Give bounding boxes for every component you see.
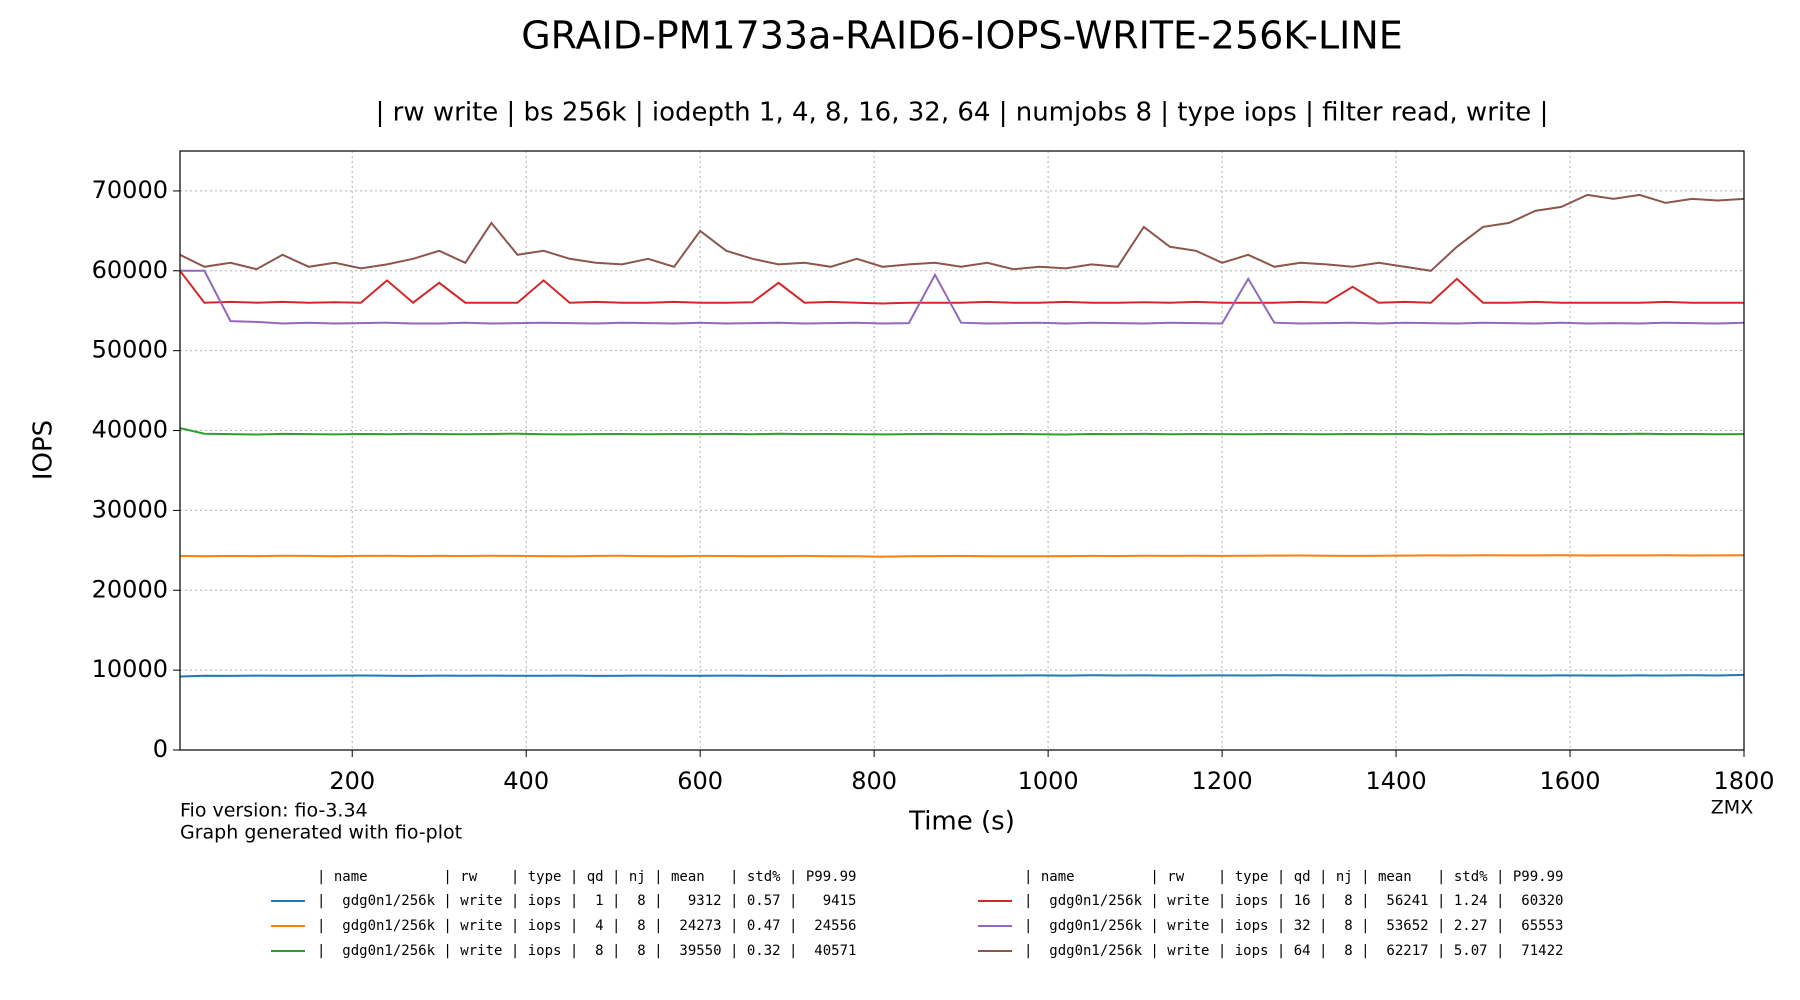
legend-label: | gdg0n1/256k | write | iops | 16 | 8 | …: [1024, 893, 1563, 909]
legend-header: | name | rw | type | qd | nj | mean | st…: [1024, 869, 1563, 885]
y-tick-label: 70000: [92, 176, 168, 204]
x-tick-label: 1800: [1713, 767, 1774, 795]
y-tick-label: 40000: [92, 416, 168, 444]
x-axis-label: Time (s): [908, 807, 1015, 837]
series-line: [179, 193, 1745, 272]
y-tick-label: 0: [153, 735, 168, 763]
legend-label: | gdg0n1/256k | write | iops | 4 | 8 | 2…: [317, 918, 856, 934]
series-line: [179, 554, 1745, 558]
series-line: [179, 270, 1744, 305]
plot-frame: [179, 150, 1745, 751]
y-tick-label: 20000: [92, 575, 168, 603]
chart-title: GRAID-PM1733a-RAID6-IOPS-WRITE-256K-LINE: [521, 14, 1403, 58]
legend-label: | gdg0n1/256k | write | iops | 32 | 8 | …: [1024, 918, 1563, 934]
x-tick-label: 400: [503, 767, 549, 795]
y-tick-label: 60000: [92, 256, 168, 284]
x-tick-label: 1600: [1539, 767, 1600, 795]
x-tick-label: 600: [677, 767, 723, 795]
series-line: [179, 673, 1745, 678]
series-line: [180, 269, 1745, 325]
y-tick-label: 10000: [92, 655, 168, 683]
legend-header: | name | rw | type | qd | nj | mean | st…: [317, 869, 856, 885]
footer-line: Graph generated with fio-plot: [180, 822, 462, 844]
y-tick-label: 50000: [92, 336, 168, 364]
x-tick-label: 1000: [1018, 767, 1079, 795]
series-line: [179, 427, 1745, 436]
legend-label: | gdg0n1/256k | write | iops | 1 | 8 | 9…: [317, 893, 856, 909]
x-tick-label: 800: [851, 767, 897, 795]
x-tick-label: 1400: [1366, 767, 1427, 795]
x-tick-label: 200: [329, 767, 375, 795]
legend-label: | gdg0n1/256k | write | iops | 8 | 8 | 3…: [317, 943, 856, 959]
y-tick-label: 30000: [92, 495, 168, 523]
legend-label: | gdg0n1/256k | write | iops | 64 | 8 | …: [1024, 943, 1563, 959]
footer-line: Fio version: fio-3.34: [180, 800, 368, 822]
chart-subtitle: | rw write | bs 256k | iodepth 1, 4, 8, …: [376, 98, 1549, 128]
footer-right: ZMX: [1711, 797, 1753, 819]
x-tick-label: 1200: [1192, 767, 1253, 795]
y-axis-label: IOPS: [29, 420, 59, 480]
